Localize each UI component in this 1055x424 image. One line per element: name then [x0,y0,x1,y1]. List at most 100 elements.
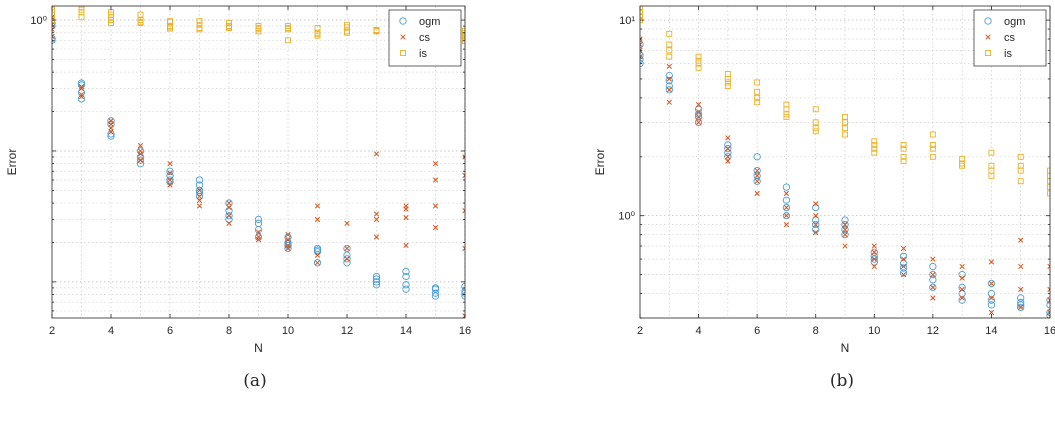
legend-label-cs: cs [1004,32,1016,44]
point-ogm [782,183,791,191]
point-cs [78,93,85,100]
point-ogm [1046,311,1050,318]
point-cs [137,142,144,149]
point-cs [754,173,760,179]
point-is [108,14,114,21]
x-tick-label: 6 [167,325,173,337]
point-cs [432,177,439,183]
point-cs [725,154,731,160]
point-is [78,14,85,21]
point-ogm [841,231,849,239]
x-tick-label: 10 [868,325,880,337]
point-cs [900,263,907,270]
x-tick-label: 4 [108,325,114,337]
point-is [52,11,55,18]
point-is [900,153,907,160]
point-cs [666,87,672,93]
x-tick-label: 6 [754,325,760,337]
point-is [900,141,907,148]
point-is [640,9,643,15]
point-cs [137,151,144,157]
point-cs [167,161,173,167]
point-is [871,145,878,152]
data-marks [640,6,1050,318]
point-cs [432,203,439,209]
point-cs [226,200,232,206]
point-ogm [665,86,673,94]
point-cs [813,222,819,228]
point-cs [695,114,702,120]
point-ogm [899,269,908,277]
point-cs [462,154,465,160]
point-cs [373,211,380,217]
legend-label-ogm: ogm [1004,16,1025,28]
point-cs [988,295,995,301]
point-cs [900,271,907,278]
point-is [754,79,761,86]
point-ogm [225,212,233,220]
point-cs [842,232,848,238]
point-is [842,125,848,132]
legend: ogm cs is [973,9,1047,67]
point-ogm [870,255,878,263]
point-ogm [402,281,410,289]
point-ogm [694,113,703,121]
point-is [285,37,291,44]
point-ogm [402,267,410,276]
point-cs [167,182,173,188]
point-is [695,60,702,67]
point-is [196,21,203,28]
point-cs [900,245,907,252]
point-is [640,6,643,12]
point-ogm [724,153,732,161]
point-is [871,138,878,145]
point-cs [196,187,203,194]
point-is [988,149,995,156]
point-cs [314,203,321,209]
legend-marker-is [985,50,991,56]
point-is [783,113,790,120]
point-cs [900,256,907,262]
point-ogm [640,40,644,49]
point-is [666,30,673,37]
point-cs [1047,297,1050,303]
legend: ogm cs is [388,9,462,67]
point-ogm [753,177,761,185]
point-is [373,27,380,34]
x-tick-label: 12 [341,325,353,337]
point-cs [1018,263,1024,270]
point-cs [640,41,643,48]
point-cs [373,151,380,157]
point-is [929,145,936,152]
legend-marker-ogm [984,17,992,25]
point-cs [988,309,995,316]
point-cs [285,231,291,238]
point-cs [403,214,409,221]
point-is [812,128,819,135]
point-is [344,29,350,36]
point-ogm [782,212,791,220]
legend-box [388,9,462,67]
point-is [871,149,878,156]
point-is [900,158,907,165]
point-ogm [52,19,56,27]
point-cs [226,204,232,211]
point-cs [725,146,731,152]
y-tick-label: 10¹ [619,15,635,27]
point-is [695,53,702,60]
point-cs [403,242,409,249]
point-cs [108,121,114,127]
point-cs [1047,286,1050,293]
point-is [255,25,262,31]
point-cs [462,313,465,318]
point-cs [314,216,321,223]
point-cs [988,280,995,287]
point-ogm [225,199,233,207]
point-is [871,141,878,148]
point-is [754,94,761,101]
point-ogm [987,301,996,309]
point-cs [1018,286,1024,293]
point-ogm [665,77,673,85]
point-cs [1018,304,1024,311]
x-tick-label: 8 [813,325,819,337]
